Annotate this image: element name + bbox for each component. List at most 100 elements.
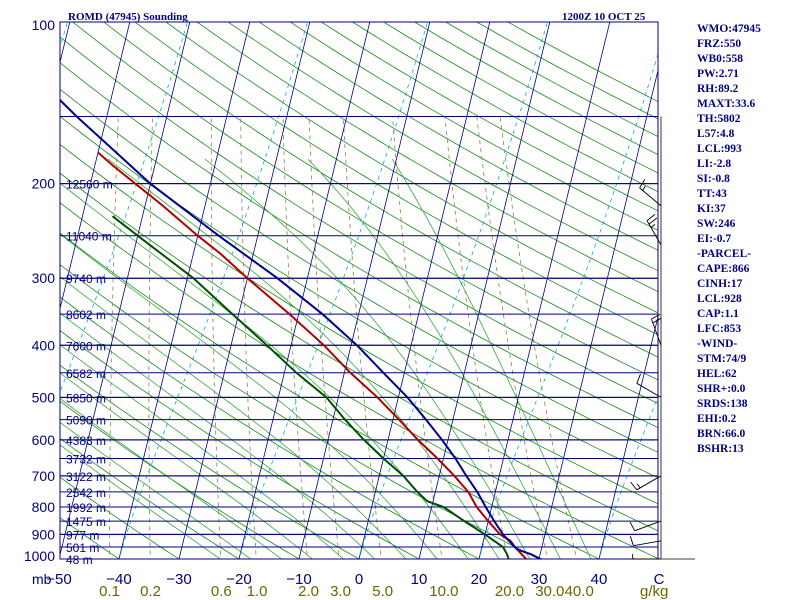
dry-adiabat (60, 115, 658, 479)
wind-barb-flag (646, 214, 656, 221)
isotherm (538, 68, 658, 559)
index-item: RH:89.2 (697, 83, 739, 95)
pressure-unit-label: mb (32, 571, 52, 587)
moist-adiabat (391, 158, 592, 559)
pressure-tick-label: 900 (32, 526, 56, 542)
index-item: SW:246 (697, 218, 736, 230)
moist-adiabat (60, 233, 438, 559)
wind-barb (639, 187, 662, 207)
mixing-ratio-line (342, 116, 382, 559)
mixing-ratio-label: 10.0 (429, 583, 458, 600)
index-item: BSHR:13 (697, 443, 744, 455)
temperature-tick-label: 30 (531, 571, 548, 588)
wind-barb (646, 220, 662, 246)
wind-barb-flag (629, 536, 634, 546)
index-item: LCL:928 (697, 293, 742, 305)
dry-adiabat (60, 36, 658, 404)
height-label: 4383 m (66, 434, 106, 448)
index-item: CAP:1.1 (697, 308, 739, 320)
temperature-profile (97, 151, 528, 559)
index-item: -WIND- (697, 338, 738, 350)
background-lines (0, 17, 658, 570)
wind-barb (636, 475, 662, 491)
height-label: 12560 m (66, 178, 113, 192)
moist-adiabat (60, 444, 221, 559)
wind-barb-flag (636, 483, 641, 489)
dry-adiabat (196, 22, 658, 292)
dry-adiabat (60, 476, 180, 559)
mixing-ratio-label: 40.0 (565, 583, 594, 600)
dry-adiabat (60, 62, 658, 428)
pressure-tick-label: 300 (32, 270, 56, 286)
dry-adiabat (134, 22, 658, 336)
isotherm (60, 22, 191, 557)
moist-adiabat (107, 158, 500, 559)
height-label: 9740 m (66, 272, 106, 286)
dewpoint-profile (111, 215, 510, 559)
height-label: 7600 m (66, 339, 106, 353)
mixing-ratio-unit: g/kg (640, 583, 668, 600)
wind-barb-flag (651, 313, 661, 320)
temperature-tick-label: −30 (166, 571, 191, 588)
temperature-tick-label: −10 (286, 571, 311, 588)
isotherm (0, 17, 11, 570)
moist-adiabat (60, 182, 469, 559)
index-item: LI:-2.8 (697, 158, 732, 170)
temperature-tick-label: −20 (226, 571, 251, 588)
height-label: 2542 m (66, 486, 106, 500)
index-item: KI:37 (697, 203, 726, 215)
index-item: PW:2.71 (697, 68, 739, 80)
pressure-tick-label: 700 (32, 468, 56, 484)
isotherm (418, 22, 551, 559)
pressure-tick-label: 100 (32, 17, 56, 33)
mixing-ratio-label: 1.0 (247, 583, 268, 600)
wind-barb-flag (636, 373, 641, 384)
dry-adiabat (60, 296, 480, 559)
index-item: CAPE:866 (697, 263, 750, 275)
dry-adiabat (60, 364, 360, 559)
wind-barb (650, 318, 662, 346)
height-label: 11040 m (66, 230, 112, 244)
isotherm (598, 315, 658, 559)
moist-adiabat (60, 398, 283, 559)
temperature-tick-label: 10 (411, 571, 428, 588)
dry-adiabat (60, 330, 420, 559)
index-item: WMO:47945 (697, 23, 761, 35)
wind-barbs (629, 116, 695, 560)
wind-barb-flag (650, 224, 656, 228)
height-label: 1992 m (66, 501, 106, 515)
wind-barb-flag (652, 317, 662, 324)
temperature-tick-label: C (654, 571, 665, 588)
isotherm (178, 22, 311, 559)
moist-adiabat (60, 421, 252, 559)
isotherm (478, 22, 611, 559)
dry-adiabat (103, 22, 658, 358)
pressure-tick-label: 800 (32, 499, 56, 515)
temperature-tick-label: −40 (106, 571, 131, 588)
wind-barb (634, 520, 662, 532)
parcel-profile (60, 98, 543, 559)
index-item: L57:4.8 (697, 128, 735, 140)
index-item: EHI:0.2 (697, 413, 737, 425)
temperature-tick-label: −50 (46, 571, 71, 588)
index-item: HEL:62 (697, 368, 737, 380)
height-label: 977 m (66, 528, 99, 542)
sounding-profiles (60, 98, 543, 559)
mixing-ratio-line (308, 116, 340, 559)
mixing-ratio-label: 20.0 (495, 583, 524, 600)
height-label: 3122 m (66, 470, 106, 484)
mixing-ratio-line (210, 116, 222, 559)
dry-adiabat (227, 22, 658, 272)
dry-adiabat (60, 202, 658, 559)
dry-adiabat (60, 400, 300, 559)
mixing-ratio-line (240, 116, 257, 559)
isotherm (358, 22, 491, 559)
moist-adiabat (60, 276, 407, 559)
pressure-tick-label: 400 (32, 337, 56, 353)
index-item: SRDS:138 (697, 398, 748, 410)
isotherm (118, 22, 251, 559)
index-item: SI:-0.8 (697, 173, 730, 185)
pressure-tick-label: 500 (32, 389, 56, 405)
height-label: 3732 m (66, 453, 106, 467)
